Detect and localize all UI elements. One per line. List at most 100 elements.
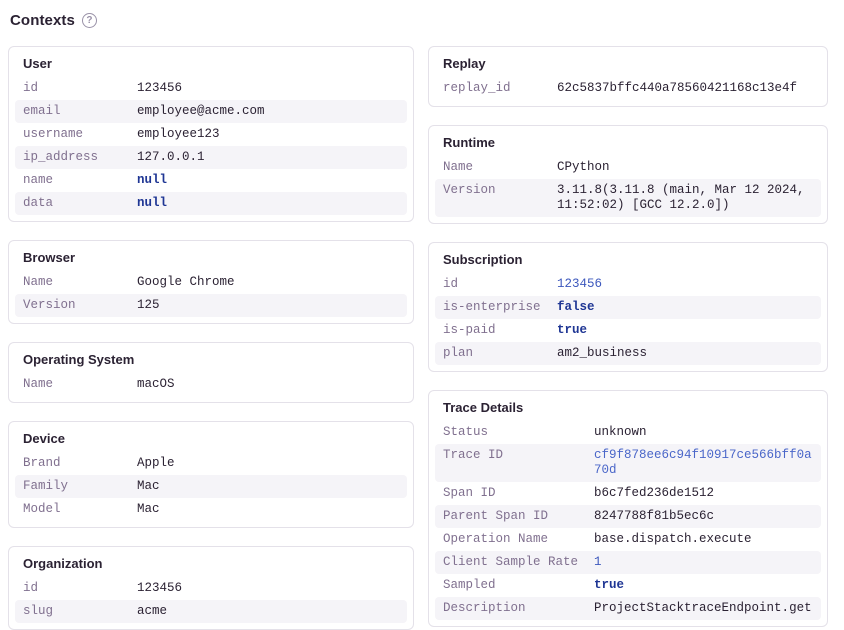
kv-value: Mac	[137, 479, 160, 493]
kv-value: acme	[137, 604, 168, 618]
kv-key: Version	[23, 298, 76, 312]
kv-row: is-paid true	[435, 319, 821, 342]
card-title: Browser	[23, 250, 76, 265]
kv-value: CPython	[557, 160, 610, 174]
card-title: Replay	[443, 56, 486, 71]
kv-value: null	[137, 196, 168, 210]
key-value-table: Brand Apple Family Mac Model Mac	[15, 452, 407, 521]
context-card: Subscription id 123456 is-enterprise fal…	[428, 242, 828, 372]
kv-key: Model	[23, 502, 61, 516]
context-columns: User id 123456 email employee@acme.com u…	[8, 46, 828, 630]
key-value-table: Name Google Chrome Version 125	[15, 271, 407, 317]
kv-row: username employee123	[15, 123, 407, 146]
context-card: Device Brand Apple Family Mac Model Mac	[8, 421, 414, 528]
kv-row: ip_address 127.0.0.1	[15, 146, 407, 169]
kv-key: Name	[23, 377, 54, 391]
column-right: Replay replay_id 62c5837bffc440a78560421…	[428, 46, 828, 627]
kv-key: Description	[443, 601, 526, 615]
kv-row: Name macOS	[15, 373, 407, 396]
kv-value: Mac	[137, 502, 160, 516]
key-value-table: Name macOS	[15, 373, 407, 396]
question-mark-icon[interactable]: ?	[81, 13, 97, 28]
kv-key: username	[23, 127, 84, 141]
kv-key: email	[23, 104, 61, 118]
kv-value: unknown	[594, 425, 647, 439]
kv-row: plan am2_business	[435, 342, 821, 365]
kv-key: Status	[443, 425, 489, 439]
page-header: Contexts ?	[10, 12, 828, 29]
card-title: Organization	[23, 556, 103, 571]
kv-row: email employee@acme.com	[15, 100, 407, 123]
kv-value: 127.0.0.1	[137, 150, 205, 164]
kv-key: Client Sample Rate	[443, 555, 579, 569]
context-card: Operating System Name macOS	[8, 342, 414, 403]
context-card: Runtime Name CPython Version 3.11.8(3.11…	[428, 125, 828, 224]
card-title: Runtime	[443, 135, 495, 150]
kv-row: Brand Apple	[15, 452, 407, 475]
kv-key: Parent Span ID	[443, 509, 549, 523]
kv-row: name null	[15, 169, 407, 192]
kv-key: Sampled	[443, 578, 496, 592]
kv-key: slug	[23, 604, 54, 618]
kv-value: b6c7fed236de1512	[594, 486, 715, 500]
kv-value: 123456	[557, 277, 603, 291]
context-card: User id 123456 email employee@acme.com u…	[8, 46, 414, 222]
context-card: Trace Details Status unknown Trace ID cf…	[428, 390, 828, 627]
key-value-table: replay_id 62c5837bffc440a78560421168c13e…	[435, 77, 821, 100]
kv-key: Name	[443, 160, 474, 174]
kv-row: Description ProjectStacktraceEndpoint.ge…	[435, 597, 821, 620]
kv-value: ProjectStacktraceEndpoint.get	[594, 601, 812, 615]
kv-row: id 123456	[15, 77, 407, 100]
kv-key: id	[23, 581, 39, 595]
key-value-table: Status unknown Trace ID cf9f878ee6c94f10…	[435, 421, 821, 620]
kv-value: 1	[594, 555, 602, 569]
card-title: Operating System	[23, 352, 135, 367]
kv-value: am2_business	[557, 346, 648, 360]
kv-key: Version	[443, 183, 496, 197]
key-value-table: id 123456 email employee@acme.com userna…	[15, 77, 407, 215]
kv-key: is-paid	[443, 323, 496, 337]
kv-key: Name	[23, 275, 54, 289]
kv-value-link[interactable]: cf9f878ee6c94f10917ce566bff0a70d	[594, 448, 812, 477]
kv-row: id 123456	[435, 273, 821, 296]
card-title: User	[23, 56, 52, 71]
kv-value: 125	[137, 298, 160, 312]
kv-row: Name Google Chrome	[15, 271, 407, 294]
card-title: Subscription	[443, 252, 523, 267]
kv-value: 123456	[137, 81, 183, 95]
context-card: Replay replay_id 62c5837bffc440a78560421…	[428, 46, 828, 107]
kv-value: 62c5837bffc440a78560421168c13e4f	[557, 81, 798, 95]
kv-row: data null	[15, 192, 407, 215]
kv-key: replay_id	[443, 81, 511, 95]
kv-value: base.dispatch.execute	[594, 532, 752, 546]
key-value-table: Name CPython Version 3.11.8(3.11.8 (main…	[435, 156, 821, 217]
kv-row: Version 3.11.8(3.11.8 (main, Mar 12 2024…	[435, 179, 821, 217]
kv-key: Family	[23, 479, 69, 493]
kv-key: Brand	[23, 456, 61, 470]
kv-value: true	[557, 323, 588, 337]
kv-row: Sampled true	[435, 574, 821, 597]
kv-row: Version 125	[15, 294, 407, 317]
kv-row: Name CPython	[435, 156, 821, 179]
kv-value: Google Chrome	[137, 275, 235, 289]
card-title: Trace Details	[443, 400, 524, 415]
kv-value: 3.11.8(3.11.8 (main, Mar 12 2024, 11:52:…	[557, 183, 805, 212]
kv-row: Span ID b6c7fed236de1512	[435, 482, 821, 505]
kv-value: false	[557, 300, 595, 314]
kv-key: Span ID	[443, 486, 496, 500]
contexts-page: Contexts ? User id 123456 email employee…	[8, 12, 828, 630]
context-card: Organization id 123456 slug acme	[8, 546, 414, 630]
key-value-table: id 123456 slug acme	[15, 577, 407, 623]
kv-key: plan	[443, 346, 474, 360]
card-title: Device	[23, 431, 65, 446]
kv-row: Parent Span ID 8247788f81b5ec6c	[435, 505, 821, 528]
kv-key: Operation Name	[443, 532, 549, 546]
kv-key: ip_address	[23, 150, 99, 164]
kv-value: true	[594, 578, 625, 592]
kv-value: null	[137, 173, 168, 187]
kv-row: Operation Name base.dispatch.execute	[435, 528, 821, 551]
kv-key: id	[23, 81, 39, 95]
kv-row: id 123456	[15, 577, 407, 600]
kv-value: employee@acme.com	[137, 104, 265, 118]
kv-value: employee123	[137, 127, 220, 141]
